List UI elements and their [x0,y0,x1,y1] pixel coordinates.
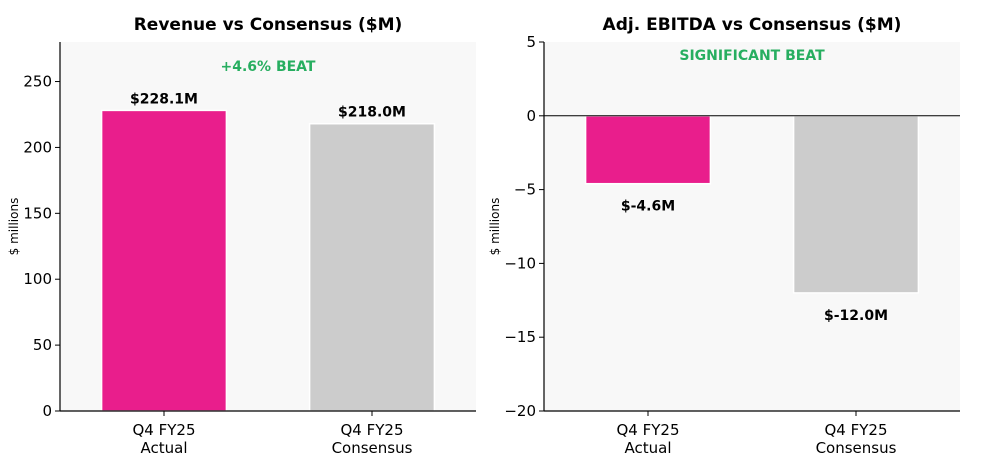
x-tick-label-line: Q4 FY25 [341,421,404,439]
y-tick-label: 0 [526,107,536,125]
x-tick-label: Q4 FY25 Consensus [816,421,897,457]
x-tick-label-line: Q4 FY25 [133,421,196,439]
y-tick-label: 100 [23,270,52,288]
y-tick-label: 150 [23,204,52,222]
y-tick-label: 5 [526,33,536,51]
y-tick-label: −20 [504,402,536,420]
x-tick-label-line: Actual [141,439,188,457]
chart-title: Revenue vs Consensus ($M) [134,15,403,35]
beat-annotation: +4.6% BEAT [221,59,316,75]
bar-consensus [792,115,920,294]
chart-panel-2: Adj. EBITDA vs Consensus ($M) $ millions $… [488,15,960,457]
bar-actual [584,115,712,185]
y-tick-label: 50 [33,336,52,354]
data-label: $228.1M [130,91,198,107]
y-axis-label: $ millions [488,198,502,256]
x-tick-label: Q4 FY25 Actual [133,421,196,457]
y-tick-label: −5 [514,181,536,199]
x-tick-label: Q4 FY25 Actual [617,421,680,457]
y-axis-label: $ millions [7,198,21,256]
y-tick-label: −10 [504,254,536,272]
y-tick-label: 200 [23,138,52,156]
x-tick-label-line: Q4 FY25 [617,421,680,439]
x-tick-label-line: Consensus [332,439,413,457]
chart-title: Adj. EBITDA vs Consensus ($M) [603,15,902,35]
chart-panel-1: Revenue vs Consensus ($M) $ millions $228.… [7,15,476,457]
x-tick-label-line: Actual [625,439,672,457]
beat-annotation: SIGNIFICANT BEAT [679,48,825,64]
y-tick-label: −15 [504,328,536,346]
x-tick-label-line: Q4 FY25 [825,421,888,439]
x-tick-label: Q4 FY25 Consensus [332,421,413,457]
data-label: $-4.6M [621,199,675,215]
y-tick-label: 0 [42,402,52,420]
x-tick-label-line: Consensus [816,439,897,457]
bar-actual [100,109,228,412]
data-label: $218.0M [338,105,406,121]
y-tick-label: 250 [23,73,52,91]
bar-consensus [308,122,436,412]
data-label: $-12.0M [824,308,888,324]
